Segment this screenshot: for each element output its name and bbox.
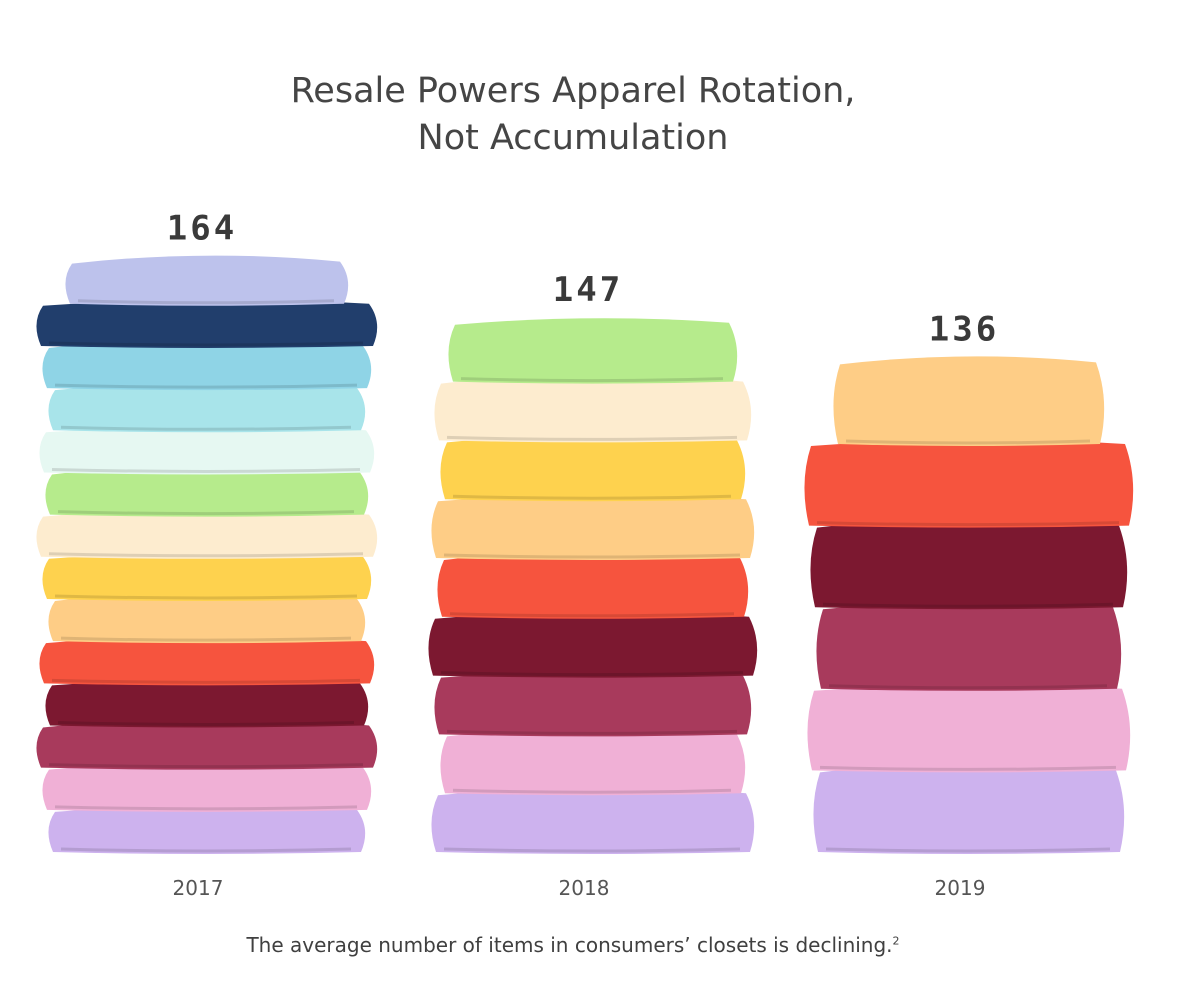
category-label-2018: 2018 bbox=[559, 876, 610, 900]
garment-layer bbox=[813, 762, 1125, 854]
garment-fold-shadow bbox=[443, 847, 741, 853]
garment-layer bbox=[431, 787, 755, 854]
garment-fold-shadow bbox=[819, 765, 1117, 771]
garment-fold-shadow bbox=[440, 671, 744, 677]
chart-title-line-1: Resale Powers Apparel Rotation, bbox=[290, 71, 856, 111]
garment-fold-shadow bbox=[452, 494, 732, 500]
garment-layer bbox=[833, 356, 1105, 446]
chart-caption: The average number of items in consumers… bbox=[0, 933, 1146, 957]
value-label-2019: 136 bbox=[929, 309, 999, 349]
caption-text: The average number of items in consumers… bbox=[246, 933, 893, 957]
garment-fold-shadow bbox=[825, 847, 1111, 853]
garment-layer bbox=[807, 684, 1131, 773]
value-label-2017: 164 bbox=[167, 209, 237, 249]
bar-2019 bbox=[804, 356, 1134, 854]
garment-layer bbox=[39, 635, 375, 686]
garment-layer bbox=[48, 382, 366, 433]
garment-layer bbox=[39, 425, 375, 475]
garment-fold-shadow bbox=[822, 602, 1114, 608]
garment-fold-shadow bbox=[446, 729, 738, 735]
garment-fold-shadow bbox=[54, 383, 358, 389]
garment-layer bbox=[434, 671, 752, 737]
garment-fold-shadow bbox=[452, 788, 732, 794]
garment-fold-shadow bbox=[446, 435, 738, 441]
bar-2018 bbox=[428, 318, 758, 854]
garment-layer bbox=[45, 678, 369, 728]
garment-fold-shadow bbox=[60, 636, 352, 642]
garment-fold-shadow bbox=[48, 341, 364, 347]
garment-fold-shadow bbox=[54, 805, 358, 811]
garment-fold-shadow bbox=[816, 521, 1120, 527]
garment-layer bbox=[42, 338, 372, 391]
garment-layer bbox=[65, 255, 349, 306]
category-label-2017: 2017 bbox=[173, 876, 224, 900]
garment-layer bbox=[45, 464, 369, 517]
garment-fold-shadow bbox=[77, 299, 335, 305]
garment-layer bbox=[440, 726, 746, 796]
caption-footnote-mark: 2 bbox=[892, 934, 900, 948]
garment-layer bbox=[434, 374, 752, 443]
garment-fold-shadow bbox=[845, 439, 1091, 445]
garment-layer bbox=[816, 601, 1122, 691]
garment-fold-shadow bbox=[449, 612, 735, 618]
garment-layer bbox=[36, 508, 378, 559]
chart-labels: 164 2017 147 2018 136 2019 bbox=[167, 209, 999, 900]
garment-fold-shadow bbox=[443, 553, 741, 559]
garment-fold-shadow bbox=[828, 684, 1108, 690]
bar-2017 bbox=[36, 255, 378, 854]
garment-fold-shadow bbox=[51, 678, 361, 684]
garment-layer bbox=[42, 761, 372, 812]
clothing-stacks bbox=[36, 255, 1134, 854]
chart-title: Resale Powers Apparel Rotation, Not Accu… bbox=[0, 68, 1146, 162]
garment-fold-shadow bbox=[51, 467, 361, 473]
garment-layer bbox=[428, 610, 758, 678]
value-label-2018: 147 bbox=[553, 270, 623, 310]
garment-layer bbox=[36, 299, 378, 348]
chart-title-line-2: Not Accumulation bbox=[417, 118, 729, 158]
garment-fold-shadow bbox=[54, 594, 358, 600]
garment-fold-shadow bbox=[460, 377, 724, 383]
garment-fold-shadow bbox=[60, 847, 352, 853]
garment-layer bbox=[48, 805, 366, 854]
garment-fold-shadow bbox=[60, 425, 352, 431]
garment-layer bbox=[36, 717, 378, 770]
garment-layer bbox=[431, 494, 755, 560]
garment-fold-shadow bbox=[48, 552, 364, 558]
category-label-2019: 2019 bbox=[935, 876, 986, 900]
garment-layer bbox=[437, 550, 749, 619]
garment-layer bbox=[804, 439, 1134, 528]
garment-layer bbox=[42, 552, 372, 601]
garment-layer bbox=[448, 318, 738, 384]
garment-fold-shadow bbox=[48, 763, 364, 769]
garment-fold-shadow bbox=[57, 720, 355, 726]
garment-layer bbox=[440, 434, 746, 502]
garment-layer bbox=[810, 518, 1128, 610]
garment-fold-shadow bbox=[57, 510, 355, 516]
garment-layer bbox=[48, 591, 366, 644]
